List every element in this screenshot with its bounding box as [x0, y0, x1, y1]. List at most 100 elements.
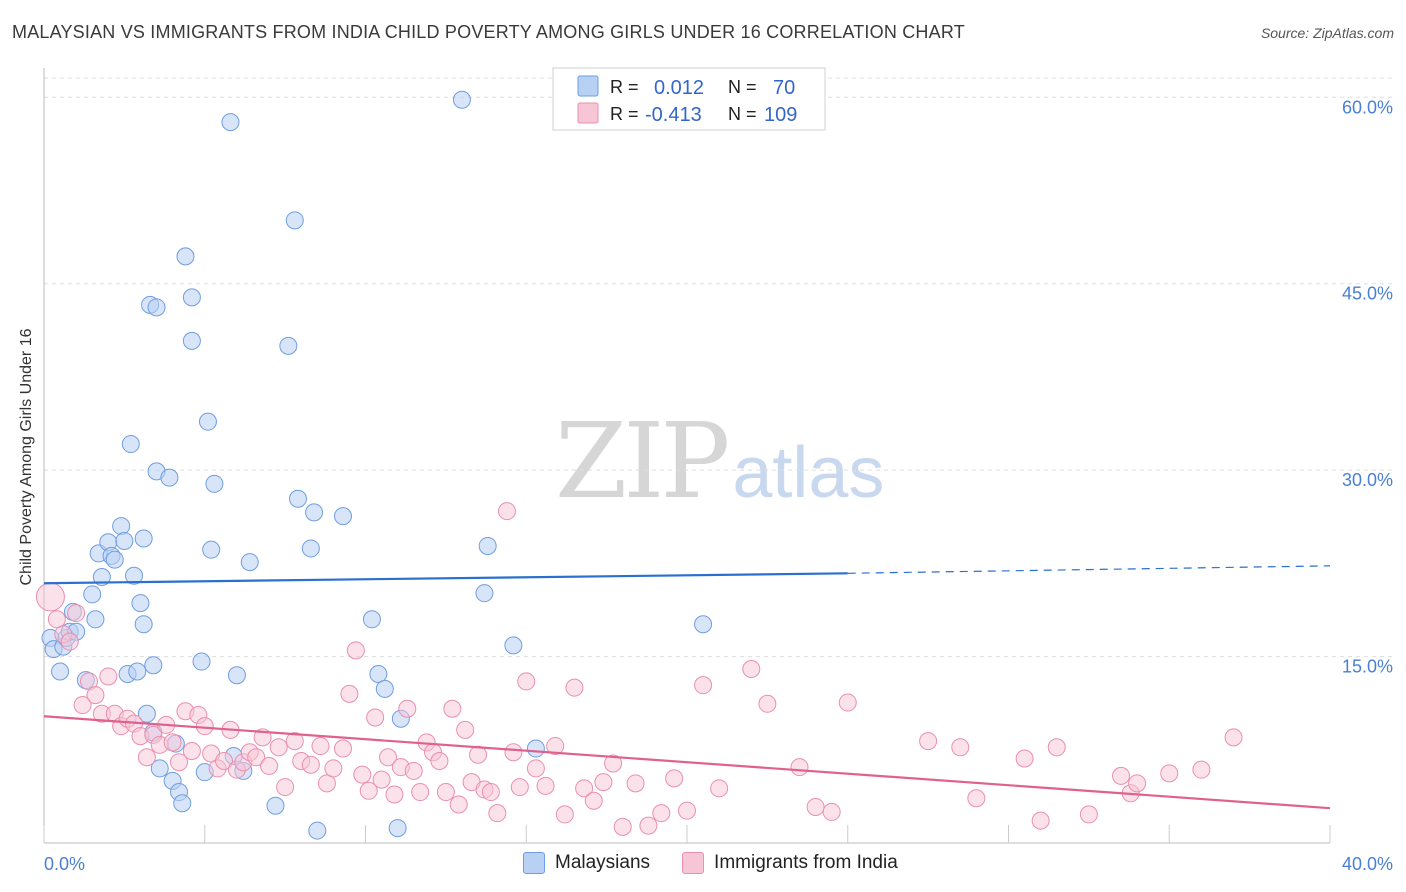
stats-n-value-2: 109 — [764, 104, 797, 126]
legend-label-malaysians: Malaysians — [555, 852, 651, 873]
malaysians-point — [279, 336, 298, 355]
india-point — [301, 755, 320, 774]
malaysians-point — [147, 298, 166, 317]
axes — [43, 68, 1331, 844]
india-point — [1192, 760, 1211, 779]
malaysians-trend-extension — [847, 565, 1331, 574]
india-point — [67, 604, 86, 623]
malaysians-point — [475, 584, 494, 603]
india-point — [758, 694, 777, 713]
malaysians-point — [362, 610, 381, 629]
malaysians-point — [134, 615, 153, 634]
malaysians-point — [173, 794, 192, 813]
india-point — [694, 676, 713, 695]
india-point — [1224, 728, 1243, 747]
malaysians-point — [478, 536, 497, 555]
india-point — [710, 779, 729, 798]
malaysians-point — [333, 507, 352, 526]
india-point — [269, 738, 288, 757]
india-trend-line — [43, 715, 1331, 810]
malaysians-point — [240, 553, 259, 572]
india-point — [449, 795, 468, 814]
india-point — [163, 733, 182, 752]
india-point — [311, 737, 330, 756]
malaysians-point — [160, 468, 179, 487]
malaysians-point — [202, 540, 221, 559]
india-point — [137, 748, 156, 767]
india-point — [404, 761, 423, 780]
trend-lines — [43, 565, 1331, 810]
malaysians-point — [227, 666, 246, 685]
india-point — [517, 672, 536, 691]
india-point — [60, 632, 79, 651]
malaysians-point — [182, 331, 201, 350]
stats-legend-pink-swatch — [577, 102, 599, 124]
india-point — [47, 610, 66, 629]
india-point — [333, 739, 352, 758]
india-point — [430, 751, 449, 770]
stats-n-label-1: N = — [728, 77, 757, 97]
india-point — [99, 667, 118, 686]
legend-swatch-india — [682, 852, 705, 874]
india-point — [806, 797, 825, 816]
malaysians-point — [182, 288, 201, 307]
india-point — [951, 738, 970, 757]
y-tick-label: 45.0% — [1342, 284, 1393, 304]
india-point — [379, 748, 398, 767]
stats-r-label-2: R = — [610, 104, 639, 124]
malaysians-point — [112, 517, 131, 536]
malaysians-point — [526, 739, 545, 758]
india-point — [1112, 766, 1131, 785]
india-point — [398, 699, 417, 718]
legend-swatch-malaysians — [523, 852, 545, 874]
malaysians-point — [115, 531, 134, 550]
india-point — [1128, 774, 1147, 793]
india-point — [565, 678, 584, 697]
malaysians-point — [266, 796, 285, 815]
india-point — [35, 582, 65, 612]
malaysians-point — [694, 615, 713, 634]
malaysians-point — [375, 679, 394, 698]
x-tick-label-min: 0.0% — [44, 854, 85, 874]
india-point — [822, 802, 841, 821]
stats-r-label-1: R = — [610, 77, 639, 97]
stats-r-value-2: -0.413 — [645, 104, 702, 126]
series-legend: Malaysians Immigrants from India — [523, 852, 930, 874]
malaysians-point — [221, 113, 240, 132]
malaysians-point — [83, 585, 102, 604]
india-point — [626, 774, 645, 793]
india-point — [481, 783, 500, 802]
malaysians-point — [205, 474, 224, 493]
india-point — [639, 816, 658, 835]
india-point — [247, 748, 266, 767]
malaysians-point — [388, 819, 407, 838]
india-point — [919, 732, 938, 751]
india-point — [1015, 749, 1034, 768]
tick-labels: 15.0% 30.0% 45.0% 60.0% 0.0% 40.0% — [44, 97, 1393, 874]
malaysians-point — [504, 636, 523, 655]
stats-n-label-2: N = — [728, 104, 757, 124]
malaysians-point — [128, 662, 147, 681]
y-tick-label: 60.0% — [1342, 97, 1393, 117]
india-point — [436, 783, 455, 802]
malaysians-point — [369, 664, 388, 683]
malaysians-point — [137, 704, 156, 723]
india-point — [536, 776, 555, 795]
malaysians-point — [134, 529, 153, 548]
india-point — [526, 759, 545, 778]
india-point — [346, 641, 365, 660]
india-point — [182, 742, 201, 761]
india-point — [510, 778, 529, 797]
india-points — [35, 502, 1243, 836]
malaysians-point — [51, 662, 70, 681]
india-point — [594, 773, 613, 792]
india-point — [488, 804, 507, 823]
stats-legend-box: R = 0.012 N = 70 R = -0.413 N = 109 — [552, 67, 826, 131]
legend-item-malaysians: Malaysians — [523, 852, 650, 874]
malaysians-point — [105, 550, 124, 569]
india-point — [366, 708, 385, 727]
malaysians-point — [86, 610, 105, 629]
india-point — [285, 732, 304, 751]
malaysians-point — [288, 489, 307, 508]
